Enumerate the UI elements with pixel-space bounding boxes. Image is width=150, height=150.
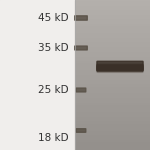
FancyBboxPatch shape xyxy=(75,16,87,20)
FancyBboxPatch shape xyxy=(76,88,86,92)
FancyBboxPatch shape xyxy=(97,66,143,71)
FancyBboxPatch shape xyxy=(97,61,143,71)
FancyBboxPatch shape xyxy=(97,65,143,70)
FancyBboxPatch shape xyxy=(97,66,143,71)
Text: 35 kD: 35 kD xyxy=(38,43,69,53)
FancyBboxPatch shape xyxy=(97,67,143,72)
FancyBboxPatch shape xyxy=(97,66,143,70)
FancyBboxPatch shape xyxy=(75,46,87,50)
Bar xyxy=(75,0,150,150)
Text: 25 kD: 25 kD xyxy=(38,85,69,95)
FancyBboxPatch shape xyxy=(97,67,143,72)
Text: 45 kD: 45 kD xyxy=(38,13,69,23)
FancyBboxPatch shape xyxy=(97,65,143,70)
FancyBboxPatch shape xyxy=(97,64,143,69)
FancyBboxPatch shape xyxy=(76,129,86,132)
Text: 18 kD: 18 kD xyxy=(38,133,69,143)
Bar xyxy=(0,0,75,150)
